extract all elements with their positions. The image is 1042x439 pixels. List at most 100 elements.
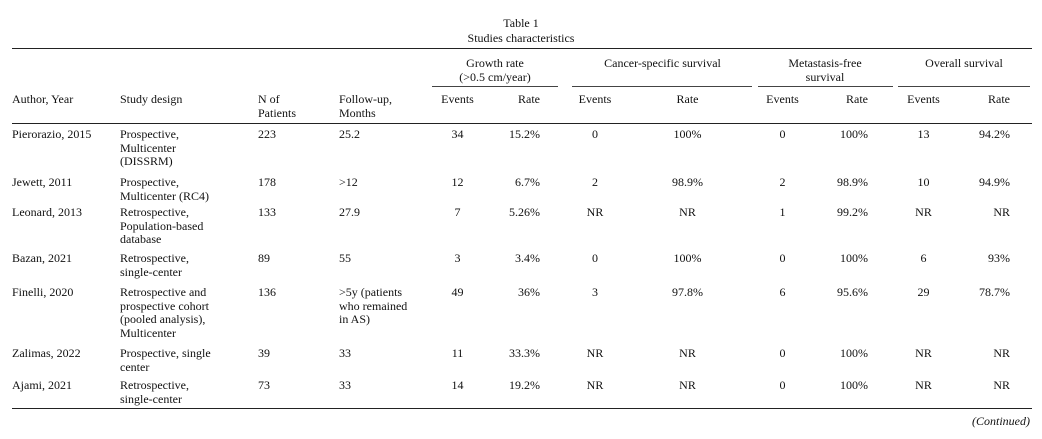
table-cell-gr-rate: 3.4% (515, 251, 540, 265)
table-cell-author: Ajami, 2021 (12, 378, 72, 392)
table-cell-os-events: 6 (920, 251, 927, 265)
table-cell-followup: 33 (339, 346, 351, 360)
table-cell-design: (pooled analysis), (120, 312, 206, 326)
table-cell-followup: >12 (339, 175, 358, 189)
header-rule (12, 123, 1032, 124)
table-cell-css-events: NR (586, 378, 604, 392)
table-cell-gr-events: 3 (454, 251, 461, 265)
table-number: Table 1 (503, 16, 539, 30)
table-cell-author: Zalimas, 2022 (12, 346, 81, 360)
table-cell-css-events: 0 (592, 127, 598, 141)
table-cell-os-events: NR (915, 205, 932, 219)
column-header-n: Patients (258, 105, 296, 120)
table-cell-mfs-events: 0 (779, 346, 786, 360)
table-cell-os-rate: 93% (988, 251, 1010, 265)
table-cell-css-rate: 100% (673, 127, 702, 141)
column-header-mfs-events: Events (766, 92, 799, 106)
table-cell-followup: >5y (patients (339, 285, 403, 299)
table-bottom-rule (12, 408, 1032, 409)
column-header-author: Author, Year (12, 92, 74, 106)
table-cell-gr-rate: 15.2% (509, 127, 540, 141)
table-cell-css-rate: NR (679, 378, 696, 392)
table-cell-mfs-events: 2 (779, 175, 786, 189)
table-cell-os-rate: 94.2% (979, 127, 1010, 141)
column-header-css-rate: Rate (676, 92, 699, 106)
group-rule-growth (432, 86, 558, 87)
table-cell-n: 223 (258, 127, 276, 141)
column-header-gr-rate: Rate (518, 92, 540, 106)
table-cell-os-rate: NR (993, 205, 1010, 219)
table-cell-css-events: NR (586, 346, 604, 360)
table-cell-gr-rate: 5.26% (509, 205, 540, 219)
table-top-rule (12, 48, 1032, 49)
table-cell-followup: 25.2 (339, 127, 360, 141)
table-cell-css-rate: NR (679, 346, 696, 360)
column-header-gr-events: Events (441, 92, 474, 106)
table-cell-mfs-rate: 95.6% (837, 285, 868, 299)
table-cell-mfs-rate: 100% (840, 127, 868, 141)
table-cell-mfs-rate: 99.2% (837, 205, 868, 219)
table-cell-followup: who remained (339, 298, 408, 313)
table-cell-followup: 27.9 (339, 205, 360, 219)
table-cell-mfs-rate: 100% (840, 346, 868, 360)
table-cell-os-rate: 78.7% (979, 285, 1010, 299)
group-header-growth: Growth rate (466, 56, 524, 70)
table-cell-author: Pierorazio, 2015 (12, 127, 92, 141)
table-cell-design: (DISSRM) (120, 154, 173, 168)
table-cell-os-events: NR (915, 346, 932, 360)
table-cell-design: Prospective, (120, 175, 179, 189)
table-cell-design: Retrospective, (120, 378, 189, 392)
table-cell-author: Bazan, 2021 (12, 251, 72, 265)
table-cell-css-events: NR (586, 205, 604, 219)
continued-label: (Continued) (972, 414, 1030, 428)
table-cell-gr-events: 49 (451, 285, 464, 299)
table-cell-design: Population-based (120, 218, 204, 233)
table-cell-os-events: NR (915, 378, 932, 392)
table-cell-css-rate: NR (679, 205, 696, 219)
table-cell-mfs-rate: 100% (840, 378, 868, 392)
column-header-mfs-rate: Rate (846, 92, 868, 106)
table-cell-gr-events: 7 (454, 205, 461, 219)
column-header-os-rate: Rate (988, 92, 1010, 106)
table-cell-gr-rate: 33.3% (509, 346, 540, 360)
table-cell-n: 89 (258, 251, 270, 265)
table-cell-os-rate: 94.9% (979, 175, 1010, 189)
table-cell-n: 39 (258, 346, 270, 360)
table-cell-design: Retrospective, (120, 205, 189, 219)
group-header-mfs: survival (805, 69, 845, 84)
table-cell-os-events: 10 (917, 175, 930, 189)
table-cell-design: Multicenter (120, 140, 176, 155)
table-title: Studies characteristics (467, 31, 575, 45)
group-header-growth: (>0.5 cm/year) (459, 69, 531, 84)
table-cell-os-rate: NR (993, 346, 1010, 360)
table-cell-design: single-center (120, 264, 182, 279)
column-header-followup: Months (339, 105, 376, 120)
table-cell-gr-events: 34 (451, 127, 464, 141)
table-cell-followup: 55 (339, 251, 351, 265)
table-cell-design: Multicenter (120, 325, 176, 340)
table-cell-author: Finelli, 2020 (12, 285, 74, 299)
column-header-os-events: Events (907, 92, 940, 106)
table-cell-design: Retrospective and (120, 285, 207, 299)
table-cell-design: prospective cohort (120, 298, 209, 313)
group-rule-css (572, 86, 752, 87)
group-rule-mfs (758, 86, 893, 87)
table-cell-design: database (120, 232, 162, 246)
table-cell-followup: in AS) (339, 312, 371, 326)
table-cell-css-events: 2 (592, 175, 598, 189)
table-cell-mfs-events: 1 (779, 205, 786, 219)
table-cell-design: Retrospective, (120, 251, 189, 265)
table-cell-mfs-events: 0 (779, 127, 786, 141)
table-cell-followup: 33 (339, 378, 351, 392)
group-rule-os (898, 86, 1030, 87)
table-cell-design: Prospective, single (120, 346, 211, 360)
table-cell-author: Leonard, 2013 (12, 205, 82, 219)
table-cell-css-rate: 98.9% (672, 175, 703, 189)
table-cell-os-events: 29 (917, 285, 930, 299)
table-cell-n: 178 (258, 175, 276, 189)
group-header-mfs: Metastasis-free (788, 56, 862, 70)
table-cell-gr-events: 11 (451, 346, 464, 360)
table-cell-mfs-rate: 98.9% (837, 175, 868, 189)
column-header-followup: Follow-up, (339, 92, 393, 106)
